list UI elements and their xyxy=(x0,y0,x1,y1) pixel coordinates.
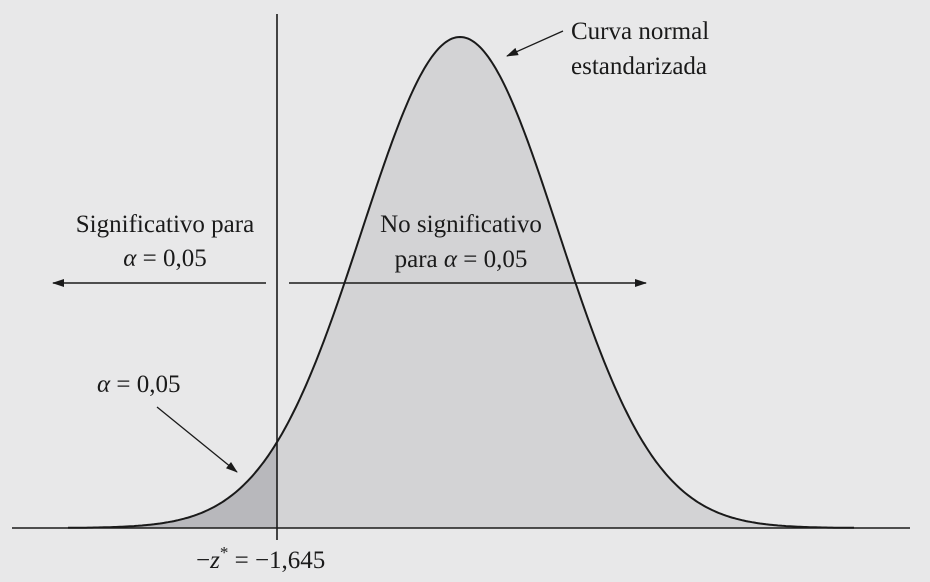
critical-value-label: −z* = −1,645 xyxy=(196,543,325,574)
critical-value-z: z xyxy=(209,547,220,574)
critical-value-minus: − xyxy=(196,547,210,574)
curve-label-line1: Curva normal xyxy=(571,18,709,45)
rejection-tail-fill xyxy=(68,442,277,528)
standard-normal-curve xyxy=(68,35,854,529)
tail-area-pointer xyxy=(156,406,238,473)
curve-label-line2: estandarizada xyxy=(571,53,707,80)
right-region-alpha: α xyxy=(444,246,458,273)
left-region-label-line2: α = 0,05 xyxy=(123,245,206,272)
right-region-value: = 0,05 xyxy=(457,246,527,273)
tail-area-alpha: α xyxy=(97,371,111,398)
right-region-prefix: para xyxy=(395,246,444,273)
curve-label-pointer xyxy=(506,30,564,57)
tail-area-value: = 0,05 xyxy=(110,371,180,398)
left-region-value: = 0,05 xyxy=(136,245,206,272)
critical-value-number: = −1,645 xyxy=(228,547,325,574)
left-region-alpha: α xyxy=(123,245,137,272)
right-region-label-line1: No significativo xyxy=(380,211,542,238)
left-region-label-line1: Significativo para xyxy=(76,211,254,238)
tail-area-label: α = 0,05 xyxy=(97,371,180,398)
right-region-label-line2: para α = 0,05 xyxy=(395,246,528,273)
critical-value-star: * xyxy=(220,543,229,562)
